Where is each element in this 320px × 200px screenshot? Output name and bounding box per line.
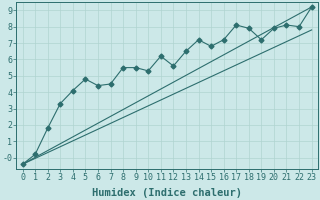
X-axis label: Humidex (Indice chaleur): Humidex (Indice chaleur) (92, 188, 242, 198)
